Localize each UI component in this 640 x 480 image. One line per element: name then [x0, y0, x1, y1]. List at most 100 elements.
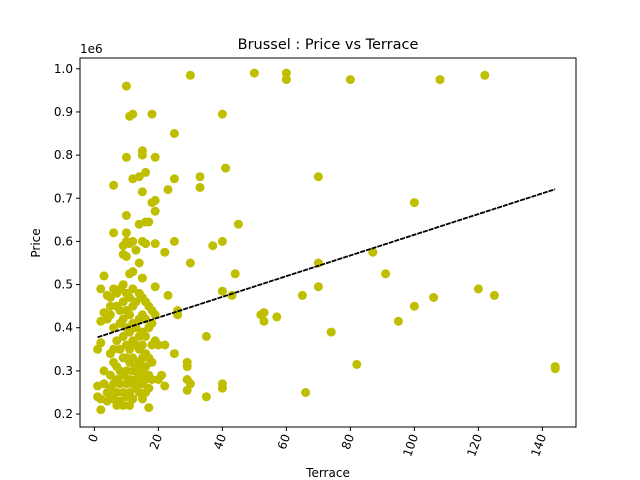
data-point — [326, 327, 336, 337]
data-point — [163, 185, 173, 195]
data-point — [128, 109, 138, 119]
data-point — [217, 286, 227, 296]
data-point — [125, 310, 135, 320]
data-point — [281, 68, 291, 78]
data-point — [121, 211, 131, 220]
data-point — [109, 180, 119, 190]
data-point — [489, 290, 499, 300]
data-point — [313, 172, 323, 182]
y-tick-label: 0.6 — [54, 234, 73, 248]
y-offset-label: 1e6 — [80, 42, 103, 56]
y-tick-label: 0.7 — [54, 191, 73, 205]
data-point — [217, 236, 227, 246]
y-tick-label: 0.3 — [54, 364, 73, 378]
y-tick-label: 0.8 — [54, 148, 73, 162]
y-ticks: 0.2 0.3 0.4 0.5 0.6 0.7 0.8 0.9 1.0 — [54, 62, 80, 421]
data-point — [121, 228, 131, 238]
data-point — [313, 282, 323, 292]
data-point — [429, 293, 439, 302]
data-point — [112, 388, 122, 397]
data-point — [125, 293, 135, 302]
data-point — [99, 366, 109, 376]
data-point — [195, 172, 205, 182]
data-point — [141, 331, 151, 341]
data-point — [137, 187, 147, 197]
y-tick-label: 0.5 — [54, 278, 73, 292]
data-point — [160, 381, 170, 391]
data-point — [150, 282, 160, 292]
data-point — [137, 340, 147, 350]
data-point — [115, 344, 125, 354]
data-point — [134, 172, 144, 182]
plot-frame — [79, 57, 577, 428]
data-point — [141, 167, 151, 177]
y-tick-label: 0.9 — [54, 105, 73, 119]
data-point — [217, 383, 227, 393]
data-point — [137, 150, 147, 160]
data-point — [281, 75, 291, 85]
data-point — [115, 379, 125, 389]
data-point — [185, 70, 195, 80]
data-point — [157, 370, 167, 380]
data-point — [233, 219, 243, 229]
data-point — [150, 152, 160, 162]
data-point — [301, 388, 311, 397]
data-point — [550, 364, 560, 374]
x-tick-label: 20 — [147, 432, 165, 451]
data-point — [137, 273, 147, 283]
data-point — [217, 109, 227, 119]
data-point — [345, 75, 355, 85]
data-point — [105, 310, 115, 320]
trendline-layer — [97, 188, 556, 339]
data-point — [118, 400, 128, 410]
data-point — [272, 312, 282, 322]
data-point — [160, 247, 170, 257]
data-point — [160, 340, 170, 350]
data-point — [134, 258, 144, 268]
data-point — [249, 68, 259, 78]
data-point — [144, 217, 154, 227]
data-point — [118, 331, 128, 341]
trend-line — [97, 188, 556, 339]
data-point — [185, 379, 195, 389]
data-point — [185, 258, 195, 268]
data-point — [201, 331, 211, 341]
data-point — [169, 174, 179, 184]
data-point — [230, 269, 240, 279]
data-point — [153, 340, 163, 350]
data-point — [128, 394, 138, 404]
data-point — [259, 308, 269, 318]
data-point — [435, 75, 445, 85]
chart-title: Brussel : Price vs Terrace — [238, 37, 419, 53]
data-point — [195, 183, 205, 192]
data-point — [221, 163, 231, 173]
data-point — [118, 280, 128, 290]
data-point — [368, 247, 378, 257]
data-point — [109, 228, 119, 238]
data-point — [169, 349, 179, 359]
data-point — [128, 284, 138, 294]
data-point — [121, 252, 131, 261]
data-point — [121, 152, 131, 162]
data-point — [409, 198, 419, 208]
data-point — [147, 109, 157, 119]
data-point — [141, 239, 151, 249]
data-point — [96, 405, 106, 415]
data-point — [144, 383, 154, 393]
data-point — [96, 284, 106, 294]
data-point — [393, 316, 403, 326]
y-axis-label: Price — [29, 228, 43, 257]
data-point — [150, 206, 160, 216]
data-point — [150, 195, 160, 205]
y-tick-label: 0.4 — [54, 321, 73, 335]
data-point — [125, 344, 135, 354]
data-point — [208, 241, 218, 251]
data-point — [131, 245, 141, 255]
y-tick-label: 1.0 — [54, 62, 73, 76]
data-point — [169, 236, 179, 246]
data-point — [473, 284, 483, 294]
data-point — [147, 375, 157, 384]
data-point — [480, 70, 490, 80]
